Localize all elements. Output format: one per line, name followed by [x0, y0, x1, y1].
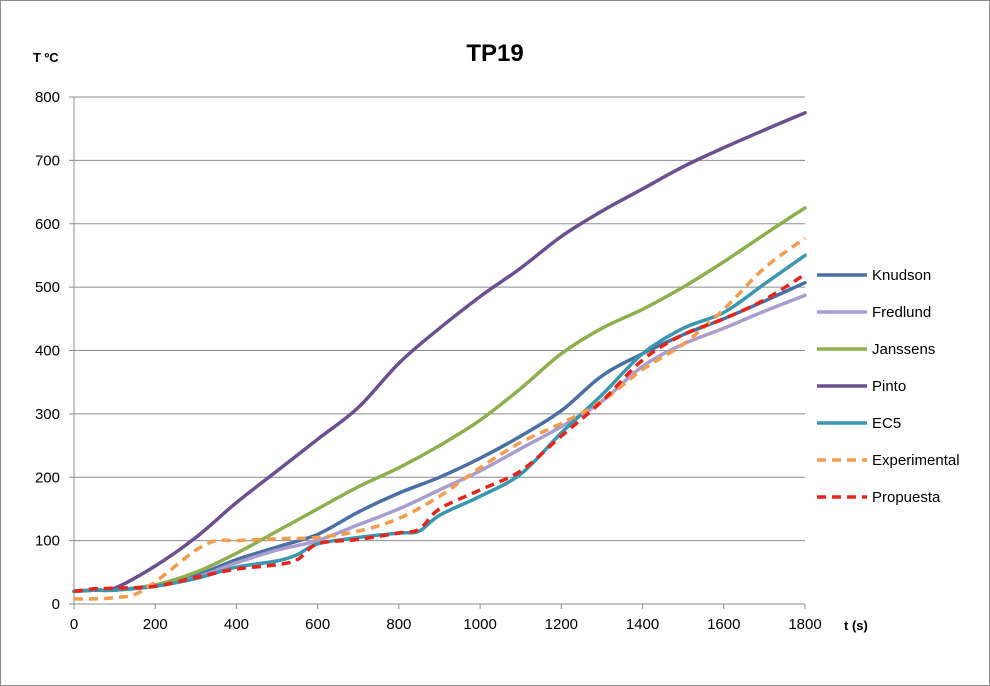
legend-label-ec5: EC5: [872, 415, 901, 432]
x-tick-label: 400: [224, 616, 249, 633]
x-tick-label: 600: [305, 616, 330, 633]
legend: Knudson Fredlund Janssens Pinto EC5 Experimen…: [817, 267, 960, 506]
y-tick-label: 100: [35, 533, 60, 550]
x-tick-label: 1200: [545, 616, 578, 633]
x-tick-label: 1000: [463, 616, 496, 633]
series-line-pinto: [72, 111, 807, 594]
x-tick-label: 1400: [626, 616, 659, 633]
y-tick-label: 500: [35, 279, 60, 296]
y-tick-label: 200: [35, 469, 60, 486]
series-line-janssens: [72, 206, 807, 594]
legend-label-propuesta: Propuesta: [872, 489, 941, 506]
series-line-propuesta: [73, 272, 806, 594]
legend-label-janssens: Janssens: [872, 341, 935, 358]
y-tick-label: 700: [35, 152, 60, 169]
x-tick-label: 200: [143, 616, 168, 633]
y-tick-label: 800: [35, 89, 60, 106]
y-tick-label: 300: [35, 406, 60, 423]
x-tick-label: 1800: [788, 616, 821, 633]
y-axis-title: T ºC: [33, 50, 59, 65]
x-tick-label: 0: [70, 616, 78, 633]
y-tick-label: 600: [35, 216, 60, 233]
axes: 0 100 200 300 400 500 600 700 800 0 200 400 600 800 10…: [35, 89, 822, 633]
y-tick-label: 400: [35, 343, 60, 360]
legend-label-fredlund: Fredlund: [872, 304, 931, 321]
legend-label-experimental: Experimental: [872, 452, 960, 469]
y-tick-label: 0: [52, 596, 60, 613]
x-tick-label: 1600: [707, 616, 740, 633]
legend-label-knudson: Knudson: [872, 267, 931, 284]
grid: [74, 96, 805, 542]
series-lines: [72, 111, 807, 601]
x-axis-title: t (s): [844, 618, 868, 633]
legend-label-pinto: Pinto: [872, 378, 906, 395]
x-tick-label: 800: [386, 616, 411, 633]
chart-title: TP19: [466, 40, 523, 67]
